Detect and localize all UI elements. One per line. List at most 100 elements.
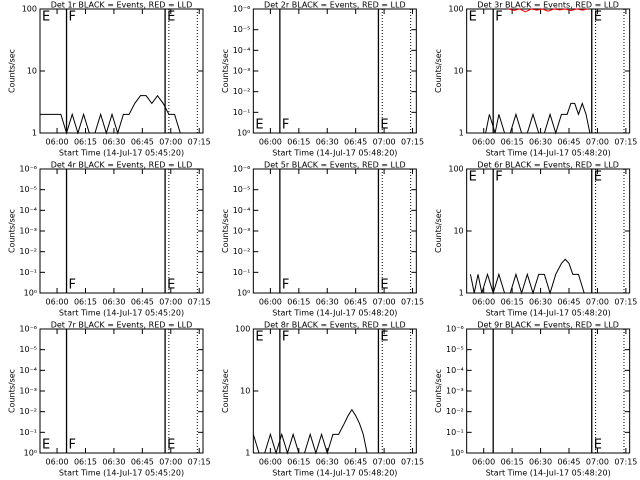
plot-frame — [466, 8, 631, 134]
y-tick-label: 10 — [240, 387, 250, 396]
plot-frame — [466, 328, 631, 454]
y-tick-label: 10⁻⁵ — [19, 185, 37, 194]
x-tick-label: 06:30 — [529, 138, 552, 147]
x-tick-label: 06:45 — [131, 298, 154, 307]
x-tick-label: 07:00 — [586, 138, 609, 147]
x-tick-label: 07:00 — [373, 298, 396, 307]
x-tick-label: 06:30 — [316, 298, 339, 307]
x-axis-label: Start Time (14-Jul-17 05:45:20) — [59, 149, 184, 158]
x-tick-label: 07:15 — [188, 298, 211, 307]
x-axis-label: Start Time (14-Jul-17 05:48:20) — [272, 469, 397, 478]
x-tick-label: 06:15 — [74, 138, 97, 147]
x-tick-label: 06:00 — [259, 138, 282, 147]
x-axis-label: Start Time (14-Jul-17 05:45:20) — [59, 469, 184, 478]
plot-frame — [466, 168, 631, 294]
x-tick-label: 06:45 — [344, 298, 367, 307]
marker-label: F — [282, 118, 289, 133]
x-tick-label: 06:45 — [131, 458, 154, 467]
marker-label: E — [469, 170, 477, 185]
y-tick-label: 10⁰ — [237, 289, 250, 298]
y-axis-label: Counts/sec — [8, 369, 17, 413]
y-tick-label: 10⁰ — [24, 449, 37, 458]
y-tick-label: 10⁻⁶ — [19, 165, 37, 174]
y-tick-label: 10⁻² — [233, 87, 251, 96]
x-tick-label: 06:15 — [501, 138, 524, 147]
marker-label: E — [594, 10, 602, 25]
y-tick-label: 10⁻³ — [233, 67, 251, 76]
marker-label: E — [255, 330, 263, 345]
y-tick-label: 10⁻¹ — [446, 428, 464, 437]
y-tick-label: 10⁻⁵ — [233, 25, 251, 34]
x-tick-label: 07:00 — [373, 138, 396, 147]
x-tick-label: 06:15 — [287, 138, 310, 147]
y-tick-label: 10 — [453, 67, 463, 76]
y-tick-label: 10 — [27, 67, 37, 76]
y-tick-label: 1 — [459, 129, 464, 138]
marker-label: F — [495, 10, 502, 25]
x-tick-label: 06:00 — [472, 298, 495, 307]
x-tick-label: 06:00 — [472, 458, 495, 467]
y-tick-label: 1 — [459, 289, 464, 298]
x-tick-label: 06:30 — [316, 138, 339, 147]
y-tick-label: 10⁻² — [233, 247, 251, 256]
y-tick-label: 10 — [453, 227, 463, 236]
y-axis-label: Counts/sec — [434, 369, 443, 413]
x-tick-label: 06:00 — [259, 298, 282, 307]
x-tick-label: 06:00 — [46, 458, 69, 467]
x-tick-label: 07:15 — [614, 138, 637, 147]
x-axis-label: Start Time (14-Jul-17 05:48:20) — [272, 309, 397, 318]
x-tick-label: 06:15 — [74, 458, 97, 467]
x-tick-label: 06:00 — [46, 138, 69, 147]
x-tick-label: 07:15 — [188, 458, 211, 467]
x-tick-label: 06:00 — [46, 298, 69, 307]
x-tick-label: 06:30 — [102, 458, 125, 467]
chart-title: Det 2r BLACK = Events, RED = LLD — [264, 1, 406, 10]
y-tick-label: 10⁻⁴ — [233, 206, 251, 215]
y-axis-label: Counts/sec — [221, 209, 230, 253]
y-axis-label: Counts/sec — [434, 49, 443, 93]
y-tick-label: 10⁻¹ — [233, 108, 251, 117]
y-tick-label: 10⁻² — [19, 247, 37, 256]
x-tick-label: 06:30 — [529, 458, 552, 467]
y-tick-label: 10⁻⁵ — [446, 345, 464, 354]
marker-label: E — [380, 278, 388, 293]
x-axis-label: Start Time (14-Jul-17 05:48:20) — [486, 149, 611, 158]
y-axis-label: Counts/sec — [221, 369, 230, 413]
marker-label: E — [469, 10, 477, 25]
x-tick-label: 06:15 — [287, 458, 310, 467]
x-tick-label: 06:15 — [74, 298, 97, 307]
marker-label: E — [380, 330, 388, 345]
series-line — [40, 94, 181, 135]
plot-frame — [252, 8, 417, 134]
y-tick-label: 10⁻³ — [19, 227, 37, 236]
y-tick-label: 1 — [245, 449, 250, 458]
x-tick-label: 07:00 — [586, 298, 609, 307]
marker-label: F — [69, 438, 76, 453]
series-line — [508, 8, 589, 13]
y-tick-label: 10⁻⁴ — [19, 206, 37, 215]
chart-title: Det 3r BLACK = Events, RED = LLD — [477, 1, 619, 10]
chart-title: Det 9r BLACK = Events, RED = LLD — [477, 321, 619, 330]
series-line — [469, 258, 590, 295]
y-axis-label: Counts/sec — [221, 49, 230, 93]
y-axis-label: Counts/sec — [8, 209, 17, 253]
marker-label: E — [42, 10, 50, 25]
series-line — [252, 408, 368, 455]
x-tick-label: 07:15 — [401, 298, 424, 307]
y-tick-label: 10⁰ — [450, 449, 463, 458]
x-tick-label: 06:45 — [557, 298, 580, 307]
chart-title: Det 8r BLACK = Events, RED = LLD — [264, 321, 406, 330]
marker-label: E — [42, 438, 50, 453]
y-tick-label: 10⁻² — [446, 407, 464, 416]
y-tick-label: 10⁻⁴ — [446, 366, 464, 375]
y-tick-label: 10⁻⁶ — [446, 325, 464, 334]
y-tick-label: 10⁻³ — [233, 227, 251, 236]
plot-frame — [39, 328, 204, 454]
y-tick-label: 10⁰ — [237, 129, 250, 138]
x-axis-label: Start Time (14-Jul-17 05:48:20) — [486, 309, 611, 318]
chart-title: Det 1r BLACK = Events, RED = LLD — [51, 1, 193, 10]
x-tick-label: 06:45 — [344, 138, 367, 147]
marker-label: F — [282, 330, 289, 345]
x-tick-label: 06:00 — [259, 458, 282, 467]
x-tick-label: 07:15 — [401, 138, 424, 147]
